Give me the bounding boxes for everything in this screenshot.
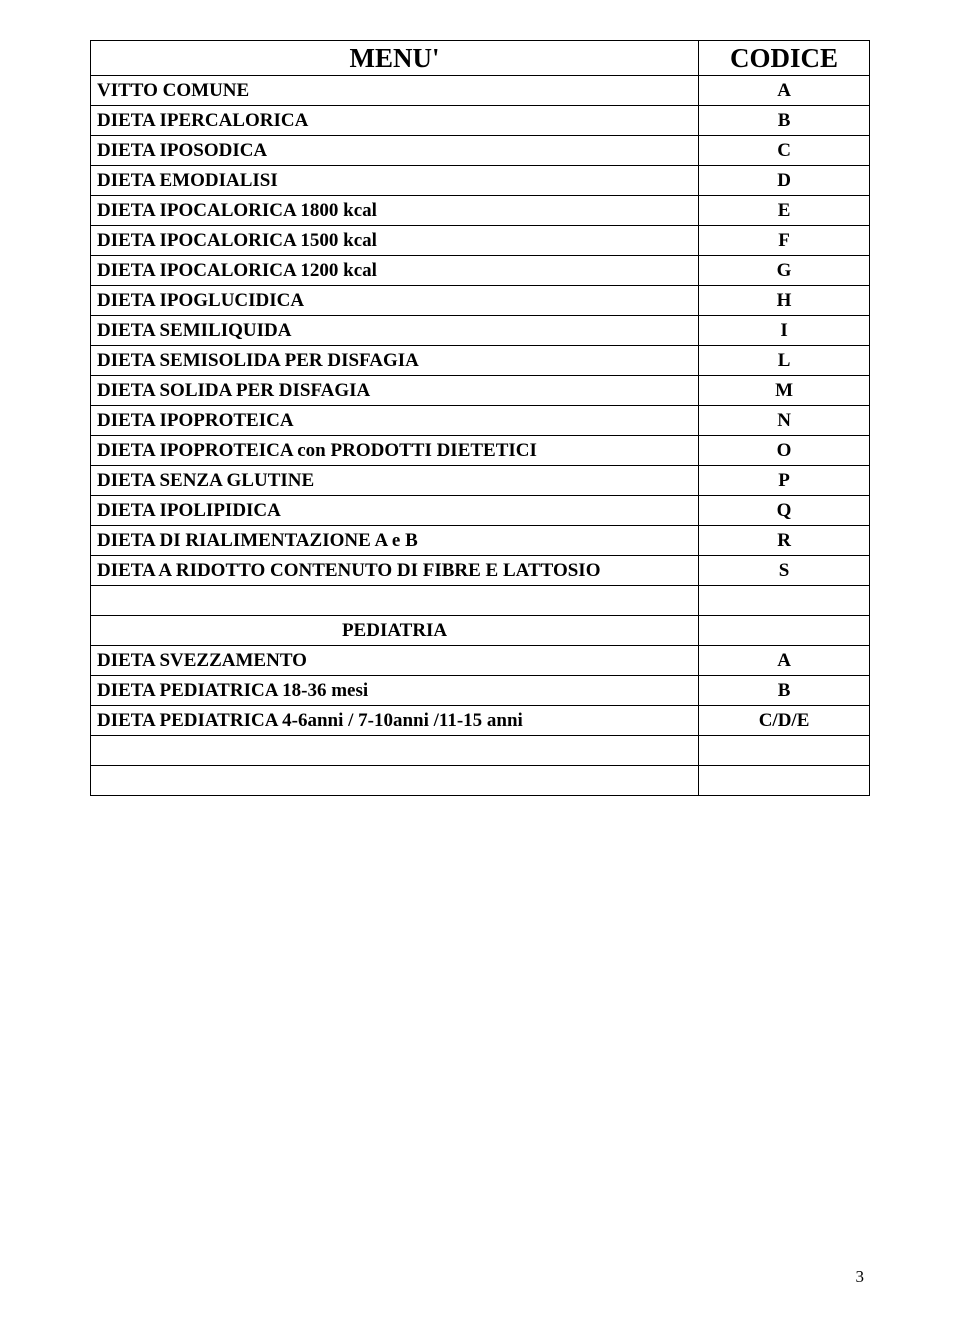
- cell-menu: DIETA PEDIATRICA 4-6anni / 7-10anni /11-…: [91, 706, 699, 736]
- cell-codice: R: [699, 526, 870, 556]
- cell-codice: [699, 616, 870, 646]
- table-row: DIETA PEDIATRICA 4-6anni / 7-10anni /11-…: [91, 706, 870, 736]
- table-row: DIETA IPOLIPIDICAQ: [91, 496, 870, 526]
- cell-codice: I: [699, 316, 870, 346]
- page: MENU' CODICE VITTO COMUNEADIETA IPERCALO…: [0, 0, 960, 1323]
- cell-codice: F: [699, 226, 870, 256]
- table-row: [91, 766, 870, 796]
- cell-menu: DIETA IPOLIPIDICA: [91, 496, 699, 526]
- table-row: DIETA SVEZZAMENTOA: [91, 646, 870, 676]
- cell-menu: DIETA SEMILIQUIDA: [91, 316, 699, 346]
- table-row: DIETA SENZA GLUTINEP: [91, 466, 870, 496]
- table-row: DIETA DI RIALIMENTAZIONE A e BR: [91, 526, 870, 556]
- page-number: 3: [856, 1267, 865, 1287]
- cell-codice: L: [699, 346, 870, 376]
- cell-menu: DIETA EMODIALISI: [91, 166, 699, 196]
- table-row: [91, 586, 870, 616]
- cell-menu: DIETA DI RIALIMENTAZIONE A e B: [91, 526, 699, 556]
- table-row: DIETA EMODIALISID: [91, 166, 870, 196]
- cell-codice: G: [699, 256, 870, 286]
- cell-menu: DIETA A RIDOTTO CONTENUTO DI FIBRE E LAT…: [91, 556, 699, 586]
- cell-menu: DIETA IPOPROTEICA con PRODOTTI DIETETICI: [91, 436, 699, 466]
- table-row: DIETA IPOSODICAC: [91, 136, 870, 166]
- table-row: VITTO COMUNEA: [91, 76, 870, 106]
- cell-codice: S: [699, 556, 870, 586]
- table-row: DIETA SEMISOLIDA PER DISFAGIAL: [91, 346, 870, 376]
- cell-codice: C: [699, 136, 870, 166]
- cell-codice: E: [699, 196, 870, 226]
- cell-menu: DIETA SVEZZAMENTO: [91, 646, 699, 676]
- cell-codice: N: [699, 406, 870, 436]
- table-row: [91, 736, 870, 766]
- header-codice: CODICE: [699, 41, 870, 76]
- cell-menu: [91, 736, 699, 766]
- table-row: PEDIATRIA: [91, 616, 870, 646]
- header-menu: MENU': [91, 41, 699, 76]
- cell-codice: C/D/E: [699, 706, 870, 736]
- cell-menu: DIETA IPOSODICA: [91, 136, 699, 166]
- cell-codice: A: [699, 646, 870, 676]
- cell-codice: H: [699, 286, 870, 316]
- table-row: DIETA IPOCALORICA 1800 kcalE: [91, 196, 870, 226]
- menu-table: MENU' CODICE VITTO COMUNEADIETA IPERCALO…: [90, 40, 870, 796]
- cell-codice: M: [699, 376, 870, 406]
- cell-codice: P: [699, 466, 870, 496]
- cell-menu: DIETA IPOCALORICA 1800 kcal: [91, 196, 699, 226]
- cell-menu: DIETA IPERCALORICA: [91, 106, 699, 136]
- cell-codice: [699, 586, 870, 616]
- cell-codice: B: [699, 676, 870, 706]
- cell-menu: DIETA IPOPROTEICA: [91, 406, 699, 436]
- cell-menu: DIETA IPOCALORICA 1200 kcal: [91, 256, 699, 286]
- table-row: DIETA IPOCALORICA 1500 kcalF: [91, 226, 870, 256]
- cell-menu: VITTO COMUNE: [91, 76, 699, 106]
- table-row: DIETA A RIDOTTO CONTENUTO DI FIBRE E LAT…: [91, 556, 870, 586]
- cell-codice: B: [699, 106, 870, 136]
- table-row: DIETA IPERCALORICAB: [91, 106, 870, 136]
- cell-menu: DIETA SENZA GLUTINE: [91, 466, 699, 496]
- cell-menu: DIETA SOLIDA PER DISFAGIA: [91, 376, 699, 406]
- table-row: DIETA IPOCALORICA 1200 kcalG: [91, 256, 870, 286]
- cell-menu: PEDIATRIA: [91, 616, 699, 646]
- cell-codice: Q: [699, 496, 870, 526]
- table-row: DIETA SOLIDA PER DISFAGIAM: [91, 376, 870, 406]
- cell-menu: [91, 586, 699, 616]
- cell-menu: DIETA SEMISOLIDA PER DISFAGIA: [91, 346, 699, 376]
- table-row: DIETA PEDIATRICA 18-36 mesiB: [91, 676, 870, 706]
- cell-codice: O: [699, 436, 870, 466]
- cell-codice: A: [699, 76, 870, 106]
- cell-codice: D: [699, 166, 870, 196]
- table-row: DIETA IPOGLUCIDICAH: [91, 286, 870, 316]
- table-row: DIETA IPOPROTEICA con PRODOTTI DIETETICI…: [91, 436, 870, 466]
- cell-menu: [91, 766, 699, 796]
- table-header-row: MENU' CODICE: [91, 41, 870, 76]
- table-row: DIETA IPOPROTEICAN: [91, 406, 870, 436]
- table-row: DIETA SEMILIQUIDAI: [91, 316, 870, 346]
- cell-menu: DIETA IPOGLUCIDICA: [91, 286, 699, 316]
- cell-menu: DIETA PEDIATRICA 18-36 mesi: [91, 676, 699, 706]
- cell-menu: DIETA IPOCALORICA 1500 kcal: [91, 226, 699, 256]
- cell-codice: [699, 766, 870, 796]
- cell-codice: [699, 736, 870, 766]
